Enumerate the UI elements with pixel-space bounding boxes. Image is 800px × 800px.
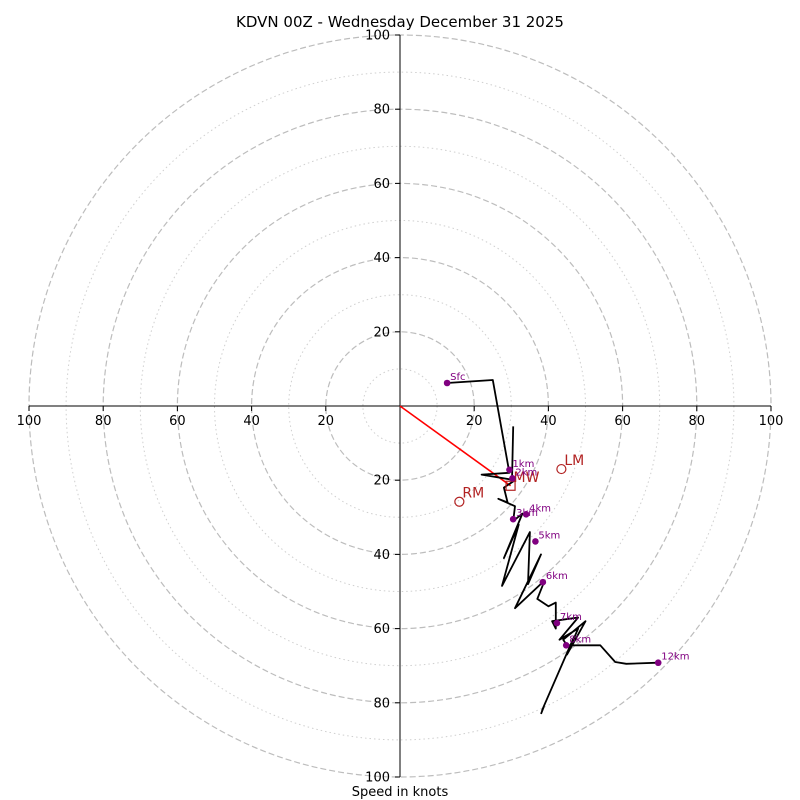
altitude-marker-5km (532, 538, 539, 545)
altitude-marker-12km (654, 659, 662, 667)
altitude-label-7km: 7km (560, 612, 582, 623)
shear-vector-layer (399, 405, 512, 487)
altitude-label-8km: 8km (569, 634, 591, 645)
hodograph-trace-layer (447, 379, 659, 715)
altitude-label-2km: 2km (515, 467, 537, 478)
hodograph-trace (447, 379, 659, 665)
shear-vector (399, 405, 512, 487)
altitude-marker-sfc (443, 379, 451, 387)
y-tick-label: 80 (373, 696, 390, 711)
hodograph-trace-spike (540, 635, 576, 715)
altitude-marker-6km (539, 578, 547, 586)
altitude-marker-4km (522, 511, 530, 518)
y-tick-label: 20 (373, 325, 390, 340)
chart-title: KDVN 00Z - Wednesday December 31 2025 (236, 13, 564, 31)
altitude-label-sfc: Sfc (450, 372, 465, 383)
motion-label-mw: MW (514, 470, 540, 486)
altitude-label-12km: 12km (661, 652, 689, 663)
y-tick-label: 20 (373, 474, 390, 489)
altitude-label-6km: 6km (546, 571, 568, 582)
altitude-label-4km: 4km (529, 503, 551, 514)
altitude-marker-8km (562, 641, 570, 649)
y-tick-label: 80 (373, 103, 390, 118)
x-tick-label: 80 (95, 414, 112, 429)
motion-label-lm: LM (564, 453, 584, 469)
y-tick-label: 100 (365, 29, 390, 44)
motion-label-rm: RM (462, 486, 484, 502)
x-tick-label: 40 (243, 414, 260, 429)
x-tick-label: 40 (540, 414, 557, 429)
altitude-marker-3km (509, 515, 517, 523)
storm-motion-layer: RM LM MW (454, 453, 584, 507)
y-tick-label: 60 (373, 177, 390, 192)
x-tick-label: 20 (318, 414, 335, 429)
x-axis-label: Speed in knots (352, 785, 449, 800)
altitude-marker-7km (553, 619, 561, 627)
altitude-marker-2km (509, 475, 516, 482)
motion-marker-lm (556, 463, 567, 475)
altitude-marker-layer: Sfc1km2km3km4km5km6km7km8km12km (443, 372, 689, 667)
altitude-label-5km: 5km (538, 530, 560, 541)
y-tick-label: 100 (365, 771, 390, 786)
x-tick-label: 100 (17, 414, 42, 429)
altitude-marker-1km (506, 466, 513, 474)
motion-marker-mw (505, 480, 516, 491)
x-tick-label: 20 (466, 414, 483, 429)
x-tick-label: 80 (689, 414, 706, 429)
motion-marker-rm (454, 496, 465, 507)
x-tick-label: 100 (759, 414, 784, 429)
y-tick-label: 40 (373, 548, 390, 563)
y-tick-label: 40 (373, 251, 390, 266)
altitude-label-1km: 1km (512, 459, 534, 470)
x-tick-label: 60 (614, 414, 631, 429)
x-tick-label: 60 (169, 414, 186, 429)
y-tick-label: 60 (373, 622, 390, 637)
tick-labels: 100 80 60 40 20 20 40 60 80 100 100 80 60 40 20 20 40 60 8… (17, 29, 784, 786)
